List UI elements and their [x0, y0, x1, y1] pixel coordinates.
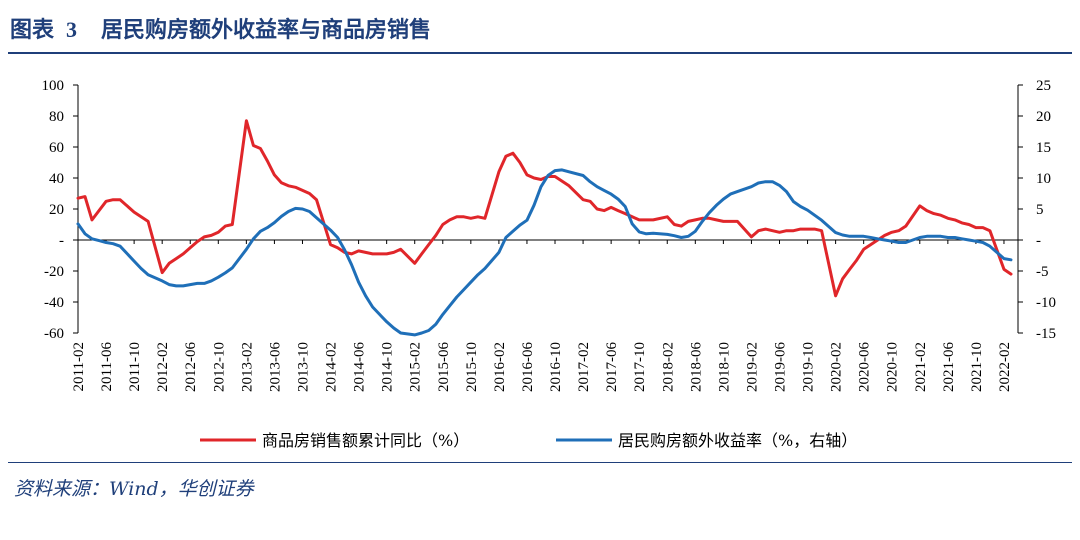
x-tick-label: 2016-06	[520, 342, 536, 392]
right-tick-label: -	[1036, 233, 1041, 249]
x-tick-label: 2011-10	[127, 342, 143, 391]
x-tick-label: 2018-06	[688, 342, 704, 392]
x-tick-label: 2021-02	[913, 342, 929, 392]
left-tick-label: -60	[44, 326, 64, 342]
left-tick-label: 80	[49, 109, 64, 125]
x-tick-label: 2020-10	[885, 342, 901, 392]
right-tick-label: 10	[1036, 171, 1051, 187]
x-tick-label: 2022-02	[997, 342, 1013, 392]
legend-label-sales: 商品房销售额累计同比（%）	[262, 431, 469, 450]
x-tick-label: 2021-06	[941, 342, 957, 392]
right-tick-label: 15	[1036, 140, 1051, 156]
right-tick-label: -5	[1036, 264, 1049, 280]
title-rule	[8, 52, 1072, 54]
x-tick-label: 2014-10	[380, 342, 396, 392]
x-tick-label: 2011-02	[71, 342, 87, 391]
source-rule	[8, 462, 1072, 463]
right-tick-label: 25	[1036, 78, 1051, 94]
left-tick-label: 40	[49, 171, 64, 187]
legend-label-yield: 居民购房额外收益率（%，右轴）	[618, 431, 857, 450]
x-tick-label: 2019-06	[772, 342, 788, 392]
x-tick-label: 2011-06	[99, 342, 115, 392]
left-tick-label: 20	[49, 202, 64, 218]
chart-legend: 商品房销售额累计同比（%） 居民购房额外收益率（%，右轴）	[200, 431, 857, 450]
figure-label: 图表	[10, 17, 55, 43]
x-tick-label: 2014-06	[352, 342, 368, 392]
x-tick-label: 2019-10	[801, 342, 817, 392]
x-tick-label: 2017-10	[632, 342, 648, 392]
x-tick-label: 2020-06	[857, 342, 873, 392]
x-tick-label: 2012-02	[155, 342, 171, 392]
figure-title: 居民购房额外收益率与商品房销售	[101, 17, 432, 43]
line-chart: 100 80 60 40 20 - -20 -40 -60 25 20 15 10 5 - -5 -10 -15 2…	[42, 78, 1057, 450]
left-tick-label: -40	[44, 295, 64, 311]
x-tick-label: 2015-06	[436, 342, 452, 392]
source-note: 资料来源：Wind，华创证券	[14, 478, 254, 500]
x-tick-label: 2013-02	[239, 342, 255, 392]
x-tick-label: 2016-02	[492, 342, 508, 392]
x-tick-label: 2012-06	[183, 342, 199, 392]
right-tick-label: -15	[1036, 326, 1056, 342]
x-tick-label: 2018-02	[660, 342, 676, 392]
chart-lines	[76, 119, 1013, 337]
left-tick-label: 100	[42, 78, 65, 94]
right-tick-label: 5	[1036, 202, 1044, 218]
x-tick-label: 2019-02	[744, 342, 760, 392]
x-tick-label: 2013-10	[295, 342, 311, 392]
x-tick-label: 2018-10	[716, 342, 732, 392]
x-tick-label: 2016-10	[548, 342, 564, 392]
excess-yield-line	[76, 168, 1013, 337]
x-tick-label: 2015-10	[464, 342, 480, 392]
x-tick-label: 2015-02	[408, 342, 424, 392]
x-tick-label: 2012-10	[211, 342, 227, 392]
x-tick-label: 2017-06	[604, 342, 620, 392]
x-tick-label: 2013-06	[267, 342, 283, 392]
chart-title: 图表 3 居民购房额外收益率与商品房销售	[10, 12, 431, 44]
left-tick-label: -	[59, 233, 64, 249]
x-tick-label: 2014-02	[324, 342, 340, 392]
figure-number: 3	[66, 17, 78, 42]
right-tick-label: -10	[1036, 295, 1056, 311]
x-tick-label: 2021-10	[969, 342, 985, 392]
left-tick-label: 60	[49, 140, 64, 156]
sales-growth-line	[76, 119, 1013, 298]
x-tick-label: 2020-02	[829, 342, 845, 392]
x-tick-label: 2017-02	[576, 342, 592, 392]
left-tick-label: -20	[44, 264, 64, 280]
chart-axes: 100 80 60 40 20 - -20 -40 -60 25 20 15 10 5 - -5 -10 -15 2…	[42, 78, 1057, 392]
right-tick-label: 20	[1036, 109, 1051, 125]
